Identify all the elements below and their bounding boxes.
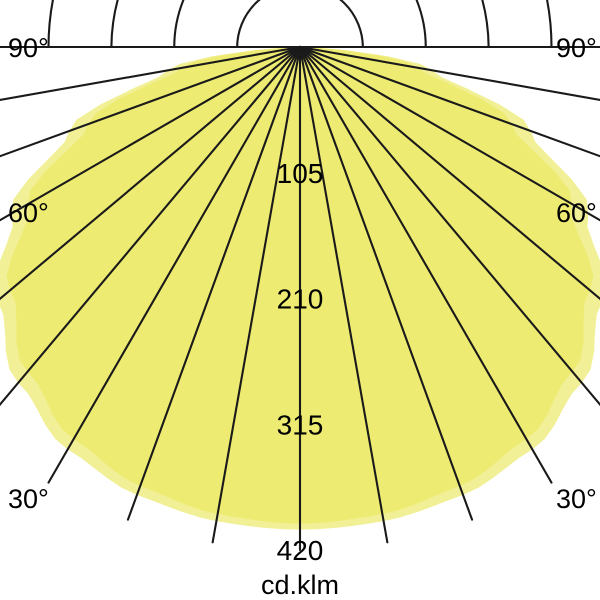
angle-label-right-60: 60° bbox=[556, 198, 597, 228]
ring-label-315: 315 bbox=[277, 409, 324, 440]
angular-spoke-60 bbox=[298, 45, 600, 222]
angle-label-right-90: 90° bbox=[556, 33, 597, 63]
angular-spoke-10 bbox=[298, 45, 389, 544]
angular-spoke--30 bbox=[47, 45, 302, 484]
angular-spoke-70 bbox=[298, 45, 600, 158]
angular-spoke-30 bbox=[298, 45, 553, 484]
angular-spoke--60 bbox=[0, 45, 302, 222]
angle-label-right-30: 30° bbox=[556, 484, 597, 514]
angular-spoke--10 bbox=[211, 45, 302, 544]
angular-spoke--50 bbox=[0, 45, 302, 301]
angular-spoke-20 bbox=[298, 45, 474, 521]
polar-grid bbox=[0, 0, 600, 552]
angle-label-left-60: 60° bbox=[8, 198, 49, 228]
angle-label-left-30: 30° bbox=[8, 484, 49, 514]
angular-spoke--80 bbox=[0, 45, 302, 101]
unit-label: cd.klm bbox=[261, 570, 339, 600]
angular-spoke--40 bbox=[0, 45, 302, 407]
ring-labels-group: 105 210 315 420 bbox=[277, 158, 324, 566]
angle-label-left-90: 90° bbox=[8, 33, 49, 63]
angular-spoke--70 bbox=[0, 45, 302, 158]
ring-label-210: 210 bbox=[277, 284, 324, 315]
angular-spoke-80 bbox=[298, 45, 600, 101]
angular-spoke--20 bbox=[126, 45, 302, 521]
radial-arc-52.5 bbox=[236, 0, 364, 49]
angular-spoke-50 bbox=[298, 45, 600, 301]
ring-label-420: 420 bbox=[277, 535, 324, 566]
angular-spoke-40 bbox=[298, 45, 600, 407]
ring-label-105: 105 bbox=[277, 158, 324, 189]
